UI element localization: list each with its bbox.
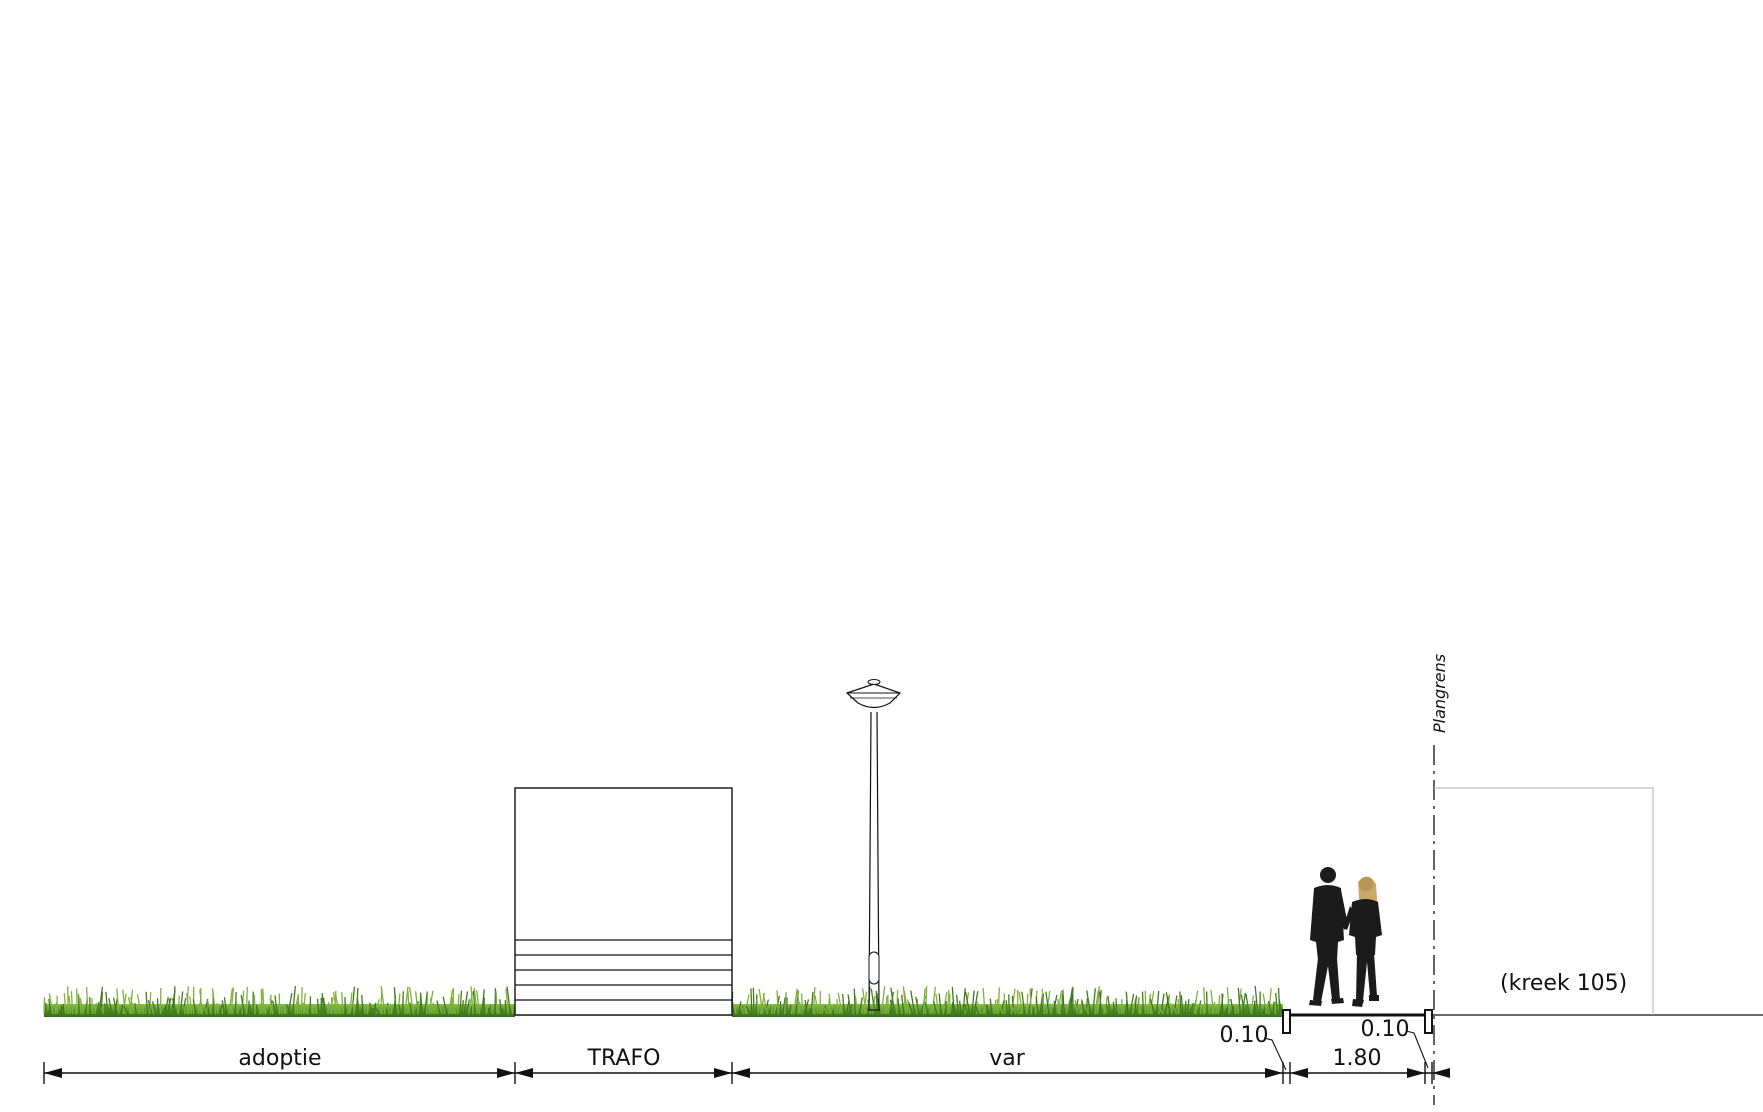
man-figure-icon — [1309, 867, 1348, 1006]
grass-strip-left — [43, 985, 517, 1017]
grass-strip-middle — [730, 985, 1283, 1017]
footpath — [1282, 1009, 1433, 1034]
trafo-box — [514, 787, 733, 1016]
neighbour-building: (kreek 105) — [1434, 787, 1654, 1015]
dim-label-path: 1.80 — [1333, 1046, 1382, 1071]
woman-figure-icon — [1343, 876, 1382, 1007]
curb-right-block — [1424, 1009, 1433, 1034]
dim-label-adoptie: adoptie — [238, 1046, 321, 1071]
plangrens-label: Plangrens — [1430, 654, 1449, 733]
dim-label-var: var — [989, 1046, 1026, 1071]
curb-left-block — [1282, 1009, 1291, 1034]
plan-boundary: Plangrens — [1430, 654, 1449, 1105]
kreek-label: (kreek 105) — [1500, 971, 1627, 996]
pedestrians-icon — [1309, 867, 1382, 1007]
dim-label-trafo: TRAFO — [587, 1046, 661, 1071]
dimension-lines: adoptie TRAFO var 0.10 1.80 0.10 — [43, 1017, 1450, 1084]
street-lamp — [845, 679, 902, 1011]
dim-label-curb-right: 0.10 — [1361, 1017, 1410, 1042]
dim-label-curb-left: 0.10 — [1220, 1023, 1269, 1048]
